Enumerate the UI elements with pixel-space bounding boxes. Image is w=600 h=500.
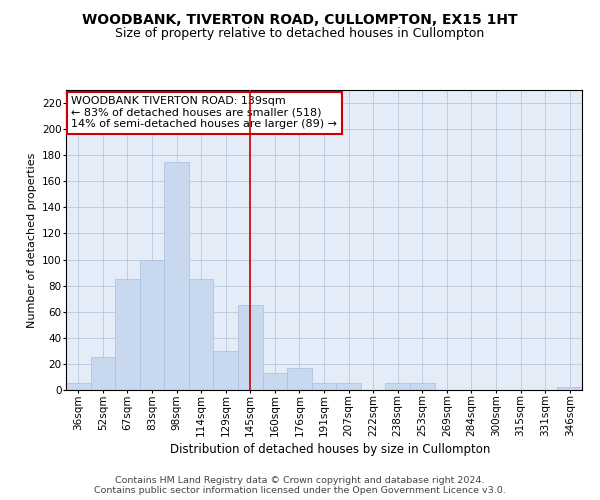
Y-axis label: Number of detached properties: Number of detached properties bbox=[26, 152, 37, 328]
Text: WOODBANK TIVERTON ROAD: 139sqm
← 83% of detached houses are smaller (518)
14% of: WOODBANK TIVERTON ROAD: 139sqm ← 83% of … bbox=[71, 96, 337, 129]
Bar bbox=[91, 358, 115, 390]
Bar bbox=[385, 384, 410, 390]
Bar bbox=[238, 305, 263, 390]
Bar bbox=[214, 351, 238, 390]
Bar bbox=[164, 162, 189, 390]
Bar bbox=[312, 384, 336, 390]
Text: Contains HM Land Registry data © Crown copyright and database right 2024.
Contai: Contains HM Land Registry data © Crown c… bbox=[94, 476, 506, 495]
Text: Distribution of detached houses by size in Cullompton: Distribution of detached houses by size … bbox=[170, 442, 490, 456]
Bar bbox=[263, 373, 287, 390]
Text: Size of property relative to detached houses in Cullompton: Size of property relative to detached ho… bbox=[115, 28, 485, 40]
Bar bbox=[410, 384, 434, 390]
Bar bbox=[140, 260, 164, 390]
Bar bbox=[189, 279, 214, 390]
Bar bbox=[336, 384, 361, 390]
Text: WOODBANK, TIVERTON ROAD, CULLOMPTON, EX15 1HT: WOODBANK, TIVERTON ROAD, CULLOMPTON, EX1… bbox=[82, 12, 518, 26]
Bar bbox=[115, 279, 140, 390]
Bar bbox=[66, 384, 91, 390]
Bar bbox=[557, 388, 582, 390]
Bar bbox=[287, 368, 312, 390]
